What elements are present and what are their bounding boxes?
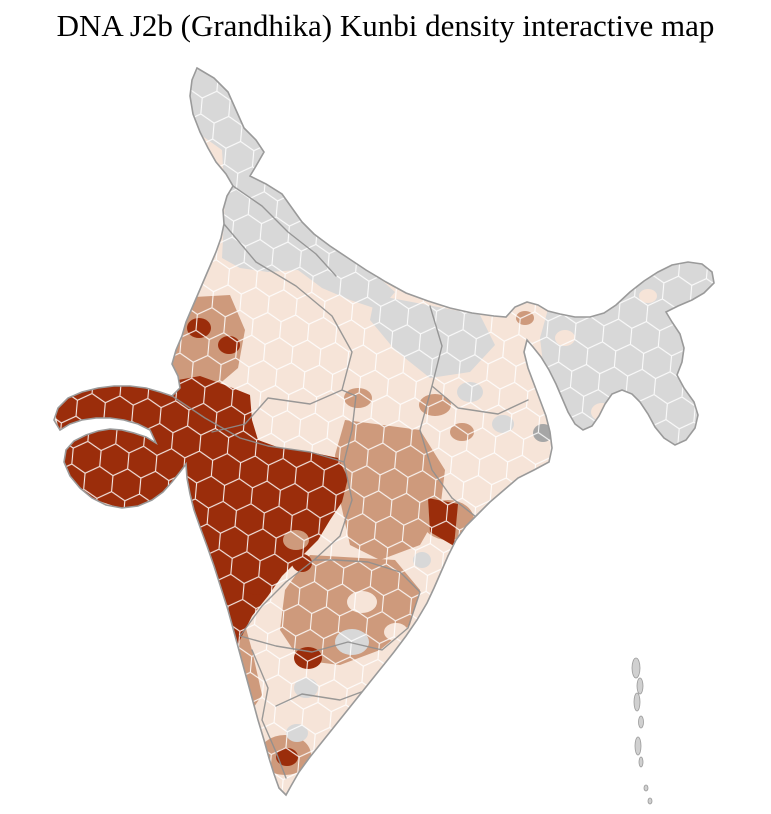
andaman-islands[interactable] bbox=[631, 657, 653, 805]
page-title: DNA J2b (Grandhika) Kunbi density intera… bbox=[56, 8, 715, 43]
